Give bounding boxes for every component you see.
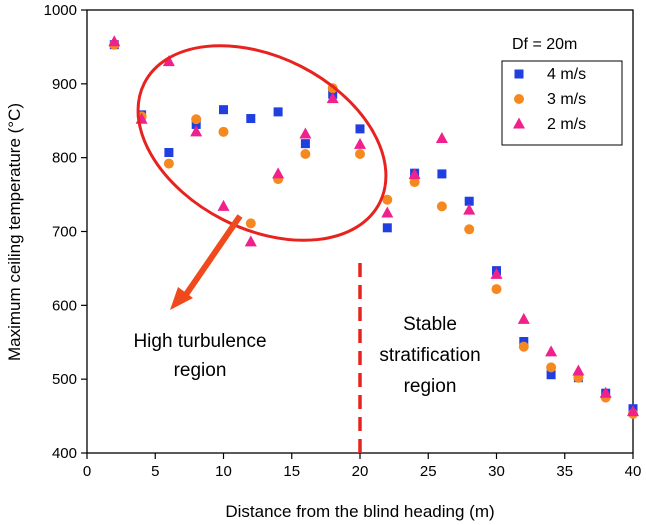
x-tick-label: 25: [420, 463, 437, 480]
legend-label: 2 m/s: [547, 116, 586, 133]
legend-marker: [514, 69, 524, 79]
data-point: [627, 405, 639, 417]
data-point: [219, 105, 228, 115]
data-point: [437, 169, 447, 179]
axis-ticks: [81, 9, 634, 459]
y-tick-labels: 400 500 600 700 800 900 1000: [44, 2, 77, 462]
annotation-layer: High turbulence region Stable stratifica…: [133, 44, 481, 453]
data-point: [599, 386, 612, 398]
data-point: [164, 147, 174, 157]
y-tick-label: 500: [52, 371, 77, 388]
data-point: [382, 223, 392, 233]
data-point: [163, 158, 174, 169]
data-point: [300, 139, 310, 149]
series-2-m-s: [108, 35, 639, 417]
stratification-label-line3: region: [404, 376, 457, 397]
data-point: [381, 206, 394, 218]
x-tick-label: 40: [625, 463, 642, 480]
legend: Df = 20m 4 m/s 3 m/s 2 m/s: [501, 36, 623, 146]
y-tick-label: 1000: [44, 2, 77, 19]
legend-label: 4 m/s: [547, 66, 586, 83]
x-tick-label: 30: [488, 463, 505, 480]
legend-label: 3 m/s: [547, 91, 586, 108]
data-point: [273, 107, 283, 117]
data-point: [217, 199, 230, 211]
data-point: [190, 125, 203, 137]
data-point: [517, 312, 530, 324]
data-point: [382, 194, 393, 205]
x-tick-label: 35: [556, 463, 573, 480]
data-point: [545, 345, 558, 357]
turbulence-label-line1: High turbulence: [133, 331, 266, 352]
y-tick-label: 700: [52, 224, 77, 241]
data-point: [490, 267, 503, 279]
data-point: [191, 114, 202, 125]
data-point: [108, 35, 121, 47]
data-point: [572, 364, 585, 376]
y-tick-label: 800: [52, 150, 77, 167]
y-tick-label: 400: [52, 445, 77, 462]
data-point: [519, 337, 529, 347]
data-point: [463, 203, 476, 215]
data-point: [436, 201, 447, 212]
data-point: [246, 114, 256, 124]
data-point: [435, 131, 448, 143]
data-point: [272, 167, 285, 179]
x-tick-label: 0: [83, 463, 91, 480]
data-point: [546, 370, 556, 380]
x-tick-label: 10: [215, 463, 232, 480]
data-point: [491, 284, 502, 295]
data-point: [191, 119, 201, 129]
data-point: [408, 168, 421, 180]
x-tick-label: 5: [151, 463, 159, 480]
x-axis-title: Distance from the blind heading (m): [225, 502, 494, 521]
data-point: [354, 137, 366, 149]
legend-marker: [514, 94, 524, 104]
data-point: [245, 218, 256, 229]
data-point: [409, 177, 420, 188]
x-tick-labels: 0 5 10 15 20 25 30 35 40: [83, 463, 642, 480]
data-point: [218, 126, 229, 137]
data-point: [299, 127, 312, 139]
turbulence-arrow-head: [170, 287, 193, 310]
data-point: [546, 362, 557, 373]
stratification-label-line1: Stable: [403, 314, 457, 335]
data-point: [518, 341, 529, 352]
turbulence-label-line2: region: [174, 360, 227, 381]
legend-items: 4 m/s 3 m/s 2 m/s: [513, 66, 586, 133]
y-tick-label: 600: [52, 297, 77, 314]
legend-title: Df = 20m: [512, 36, 577, 53]
data-point: [464, 196, 474, 206]
y-axis-title: Maximum ceiling temperature (°C): [5, 103, 24, 361]
turbulence-arrow-shaft: [182, 214, 243, 298]
x-tick-label: 20: [352, 463, 369, 480]
stratification-label-line2: stratification: [379, 345, 480, 366]
data-point: [355, 148, 365, 159]
legend-marker: [513, 117, 525, 129]
data-point: [464, 224, 475, 235]
y-tick-label: 900: [52, 76, 77, 93]
data-point: [355, 124, 365, 134]
data-point: [326, 92, 339, 104]
turbulence-ellipse: [136, 44, 388, 242]
data-point: [162, 55, 175, 67]
data-point: [300, 148, 311, 159]
x-tick-label: 15: [283, 463, 300, 480]
data-point: [244, 235, 257, 247]
